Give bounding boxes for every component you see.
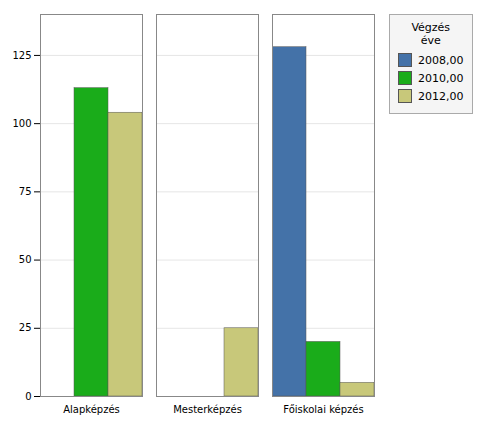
svg-text:0: 0 <box>25 391 31 402</box>
html-text:2010,00: 2010,00 <box>418 71 464 85</box>
svg-text:Főiskolai képzés: Főiskolai képzés <box>283 404 363 415</box>
svg-text:100: 100 <box>12 118 31 129</box>
svg-text:50: 50 <box>19 254 32 265</box>
svg-text:25: 25 <box>19 322 32 333</box>
svg-text:Mesterképzés: Mesterképzés <box>173 404 242 415</box>
html-text:2008,00: 2008,00 <box>418 53 464 67</box>
svg-text:125: 125 <box>12 50 31 61</box>
html-text:2012,00: 2012,00 <box>418 89 464 103</box>
svg-text:75: 75 <box>19 186 32 197</box>
html-text:Végzés éve: Végzés éve <box>411 21 451 47</box>
svg-text:Alapképzés: Alapképzés <box>63 404 120 415</box>
